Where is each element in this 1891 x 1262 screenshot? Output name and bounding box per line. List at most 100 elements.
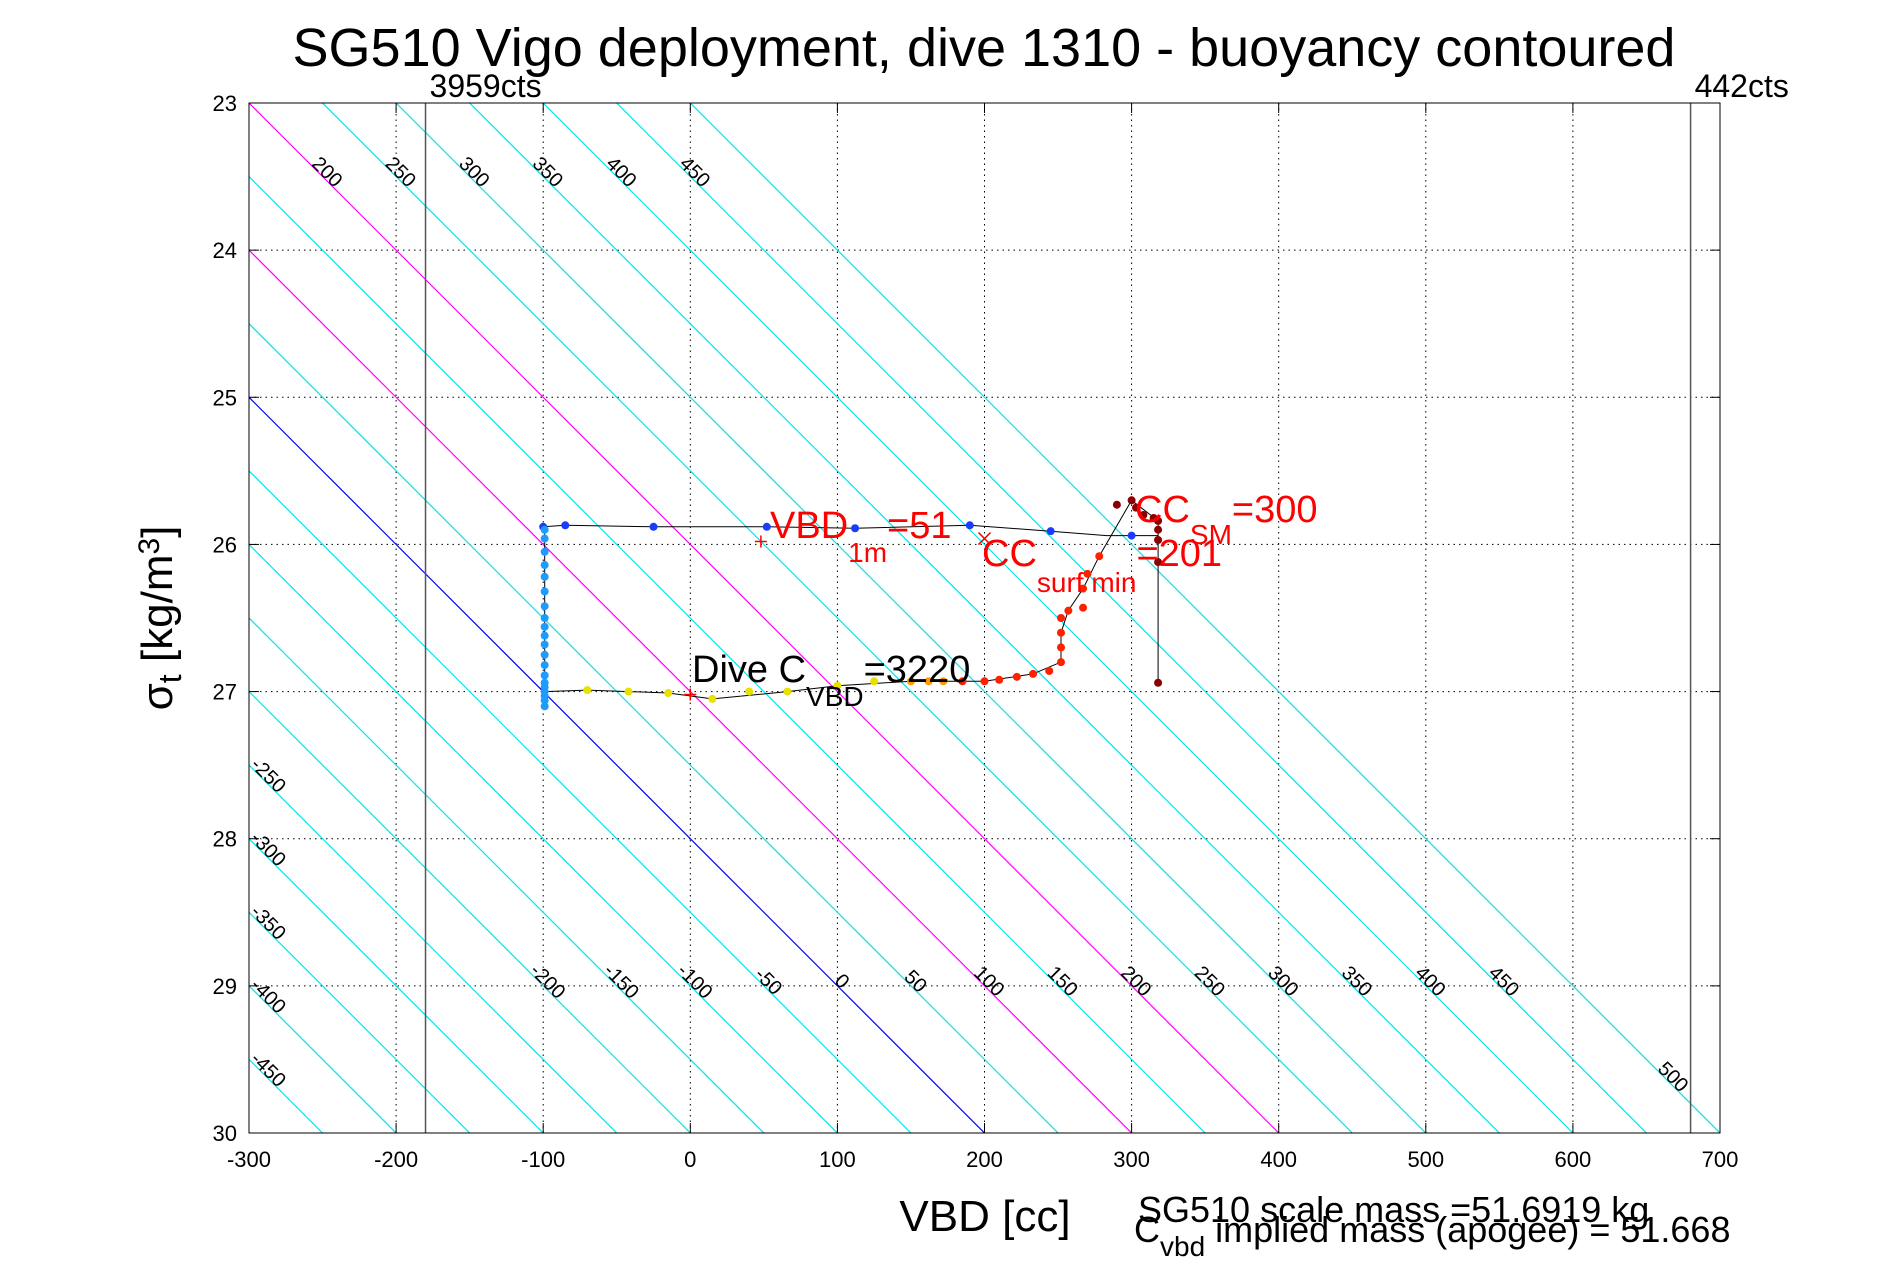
data-point-climb-dark [1127,496,1136,505]
data-point-climb-red [1012,672,1021,681]
data-point-climb-red [1079,584,1088,593]
axis-ticks: -300 -200 -100 0 100 200 300 400 500 600 700 23 24 25… [213,91,1739,1172]
contour-line-200 [249,103,1280,1133]
data-point-climb-red [980,677,989,686]
data-point-descent-column [540,525,549,534]
data-point-climb-dark [1154,536,1163,545]
x-axis-label: VBD [cc] [899,1192,1070,1241]
contour-line--350 [249,911,471,1133]
y-axis-label: σt [kg/m3] [133,526,188,711]
x-tick-label: 300 [1113,1147,1150,1172]
data-point-descent-column [540,587,549,596]
data-point-descent [649,522,658,531]
data-point-climb-red [1045,666,1054,675]
data-point-descent-column [540,602,549,611]
data-point-climb-dark [1154,516,1163,525]
contour-line-300 [395,103,1427,1133]
x-marker [977,532,992,546]
vbd-limit-label: 3959cts [430,68,542,104]
dive-points [539,496,1163,711]
data-point-descent [561,521,570,530]
data-point-descent [965,521,974,530]
data-point-descent-column [540,696,549,705]
data-point-climb-red [1083,569,1092,578]
data-point-descent-column [540,534,549,543]
x-tick-label: 200 [966,1147,1003,1172]
contour-line--150 [249,617,765,1133]
data-point-descent-column [540,671,549,680]
contour-line--400 [249,985,397,1133]
data-point-climb-red [1095,552,1104,561]
footnote-implied-mass: Cvbd implied mass (apogee) = 51.668 [1134,1209,1730,1262]
data-point-climb-red [1056,658,1065,667]
data-point-climb-red [1079,603,1088,612]
data-point-apogee [624,687,633,696]
contour-line-450 [615,103,1648,1133]
plus-marker [684,688,697,701]
contour-line--100 [249,543,839,1133]
dive-track-line [542,499,1159,701]
data-point-apogee [664,689,673,698]
grid-lines [249,103,1720,1133]
y-tick-label: 30 [213,1121,237,1146]
contour-line-100 [249,249,1133,1133]
data-point-climb-dark [1132,503,1141,512]
data-point-descent-column [540,614,549,622]
y-tick-label: 28 [213,827,237,852]
data-point-descent-column [540,622,549,631]
y-tick-label: 23 [213,91,237,116]
chart-title: SG510 Vigo deployment, dive 1310 - buoya… [293,18,1676,78]
data-point-climb-dark [1154,525,1163,534]
x-tick-label: 600 [1555,1147,1592,1172]
data-point-descent [1046,527,1055,536]
x-tick-label: -200 [374,1147,418,1172]
data-point-apogee [745,687,754,696]
x-tick-label: 500 [1407,1147,1444,1172]
vbd-limit-label: 442cts [1695,68,1789,104]
y-tick-label: 29 [213,974,237,999]
data-point-descent-column [540,561,549,570]
contour-line--50 [249,470,912,1133]
vbd-limit-lines: 3959cts 442cts [424,68,1789,1133]
data-point-climb-red [1029,669,1038,678]
annotation-dive-cvbd: Dive CVBD=3220 [692,649,970,712]
annotation-vbd-1m: VBD1m=51 [770,505,952,568]
contour-line--250 [249,764,618,1133]
x-tick-label: -100 [521,1147,565,1172]
data-point-descent-column [540,702,549,711]
data-point-descent-column [540,650,549,659]
contour-line-500 [689,103,1720,1133]
y-tick-label: 24 [213,238,237,263]
data-point-climb-dark [1154,678,1163,687]
data-point-apogee [783,687,792,696]
buoyancy-contour-labels: 200 250 300 350 400 450-450-400-350-300-250-2… [246,153,1692,1097]
x-tick-label: 100 [819,1147,856,1172]
x-tick-label: 0 [684,1147,696,1172]
data-point-descent-column [540,640,549,649]
data-point-descent-column [540,631,549,640]
y-tick-label: 26 [213,532,237,557]
data-point-climb-red [1064,606,1073,615]
data-point-climb-orange [906,677,915,686]
data-point-climb-red [958,677,967,686]
y-tick-label: 27 [213,680,237,705]
data-point-descent-column [540,661,549,670]
data-point-apogee [583,686,592,695]
data-point-descent [762,522,771,531]
data-point-apogee [833,681,842,690]
contour-line--200 [249,690,692,1133]
x-tick-label: 400 [1260,1147,1297,1172]
data-point-climb-red [995,675,1004,684]
x-tick-label: -300 [227,1147,271,1172]
y-tick-label: 25 [213,385,237,410]
plus-marker [754,535,767,548]
dive-track [542,499,1159,701]
data-point-climb-dark [1139,511,1148,519]
data-point-apogee [870,677,879,686]
data-point-descent [1127,531,1136,540]
data-point-descent [851,524,860,533]
contour-line-250 [321,103,1354,1133]
data-point-climb-dark [1154,558,1163,567]
data-point-apogee [708,694,717,703]
